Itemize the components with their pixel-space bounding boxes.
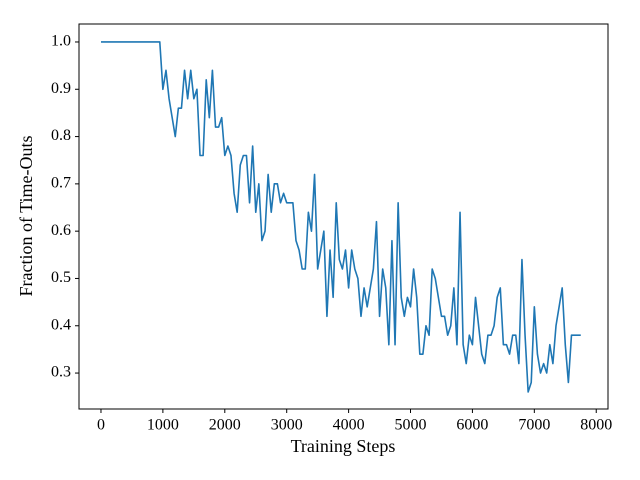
x-tick-label: 5000 (395, 417, 427, 434)
x-tick-label: 7000 (518, 417, 550, 434)
y-tick-label: 0.3 (51, 364, 71, 381)
data-line (100, 41, 581, 393)
x-tick-label: 1000 (147, 417, 179, 434)
y-tick-label: 0.8 (51, 127, 71, 144)
y-tick-label: 1.0 (51, 33, 71, 50)
x-tick-label: 8000 (580, 417, 612, 434)
x-tick-label: 3000 (271, 417, 303, 434)
x-axis-label: Training Steps (291, 436, 396, 456)
plot-frame (78, 23, 609, 410)
y-tick-label: 0.4 (51, 316, 71, 333)
y-tick-label: 0.5 (51, 269, 71, 286)
x-tick-label: 2000 (209, 417, 241, 434)
y-axis-label: Fraction of Time-Outs (16, 135, 36, 296)
y-tick-label: 0.7 (51, 175, 71, 192)
x-tick-label: 0 (97, 417, 105, 434)
x-tick-label: 4000 (333, 417, 365, 434)
y-tick-label: 0.6 (51, 222, 71, 239)
y-tick-label: 0.9 (51, 80, 71, 97)
x-tick-label: 6000 (456, 417, 488, 434)
